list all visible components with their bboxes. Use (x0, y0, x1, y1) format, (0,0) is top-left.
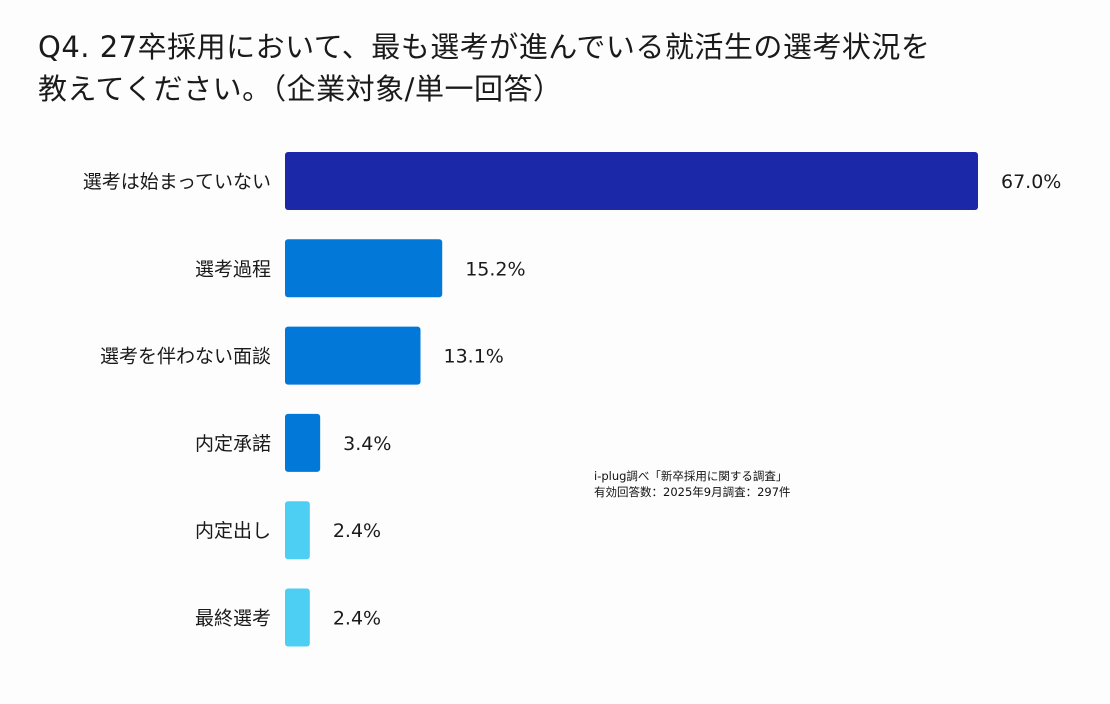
bar (285, 413, 321, 472)
value-label: 15.2% (465, 258, 525, 280)
bar (285, 588, 310, 647)
source-line-2: 有効回答数：2025年9月調査：297件 (594, 485, 791, 499)
value-label: 2.4% (333, 608, 381, 630)
source-line-1: i-plug調べ「新卒採用に関する調査」 (594, 469, 788, 483)
category-label: 内定承諾 (195, 433, 271, 455)
value-label: 2.4% (333, 520, 381, 542)
title-line-2: 教えてください。（企業対象/単一回答） (38, 72, 563, 106)
bar (285, 326, 421, 385)
bar (285, 152, 978, 210)
source-note: i-plug調べ「新卒採用に関する調査」 有効回答数：2025年9月調査：297… (594, 468, 791, 500)
category-label: 選考を伴わない面談 (100, 346, 271, 368)
bar (285, 501, 310, 560)
bar (285, 239, 443, 298)
chart-title: Q4. 27卒採用において、最も選考が進んでいる就活生の選考状況を 教えてくださ… (38, 26, 930, 110)
value-label: 67.0% (1001, 171, 1061, 193)
value-label: 3.4% (343, 433, 391, 455)
title-line-1: Q4. 27卒採用において、最も選考が進んでいる就活生の選考状況を (38, 30, 931, 64)
category-label: 選考過程 (195, 258, 271, 280)
category-label: 内定出し (195, 520, 271, 542)
value-label: 13.1% (443, 346, 503, 368)
category-label: 最終選考 (195, 608, 271, 630)
category-label: 選考は始まっていない (83, 171, 271, 193)
